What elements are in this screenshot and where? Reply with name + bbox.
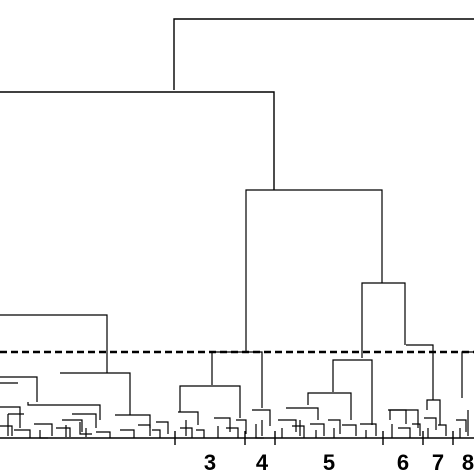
- branch-left-cluster-5: [27, 402, 101, 420]
- leaf-branch: [0, 406, 21, 428]
- cluster-separators: [174, 431, 454, 445]
- leaf-branch: [438, 424, 447, 436]
- leaf-branch: [214, 417, 231, 432]
- cluster-label: 5: [323, 450, 335, 474]
- branch-left-cluster-3: [0, 376, 38, 402]
- leaf-branch: [96, 431, 111, 438]
- branch-level-3: [361, 282, 406, 358]
- root-branch: [173, 18, 474, 90]
- leaf-branch: [388, 409, 407, 424]
- leaf-branch: [72, 413, 97, 428]
- leaf-branch: [412, 423, 421, 436]
- leaf-branch: [178, 411, 199, 425]
- leaf-branch: [138, 424, 151, 436]
- leaf-branch: [62, 419, 83, 432]
- leaf-branch: [255, 424, 264, 439]
- leaf-branch: [56, 427, 71, 437]
- leaf-branch: [424, 417, 437, 430]
- cluster-label: 8: [462, 450, 474, 474]
- cluster-label: 4: [256, 450, 269, 474]
- leaf-branch: [292, 425, 305, 438]
- branch-cluster-3: [179, 385, 241, 418]
- cluster-label: 7: [432, 450, 444, 474]
- cluster-labels: 3 4 5 6 7 8: [204, 450, 474, 474]
- leaf-branch: [360, 423, 377, 436]
- leaf-branch: [156, 421, 169, 434]
- leaf-branch: [342, 424, 357, 436]
- leaf-branch: [236, 419, 247, 434]
- leaf-branch: [196, 429, 205, 438]
- leaf-branch: [34, 423, 53, 436]
- leaf-branch: [120, 429, 135, 438]
- branch-cluster-3-4: [211, 351, 263, 408]
- leaf-branch: [0, 425, 13, 436]
- leaf-branch: [7, 413, 24, 436]
- leaf-branch: [286, 407, 319, 420]
- dendrogram-leaf-branches: [0, 406, 469, 439]
- leaf-branch: [39, 430, 48, 439]
- leaf-branch: [152, 429, 161, 438]
- leaf-branch: [398, 427, 411, 438]
- leaf-branch: [252, 409, 271, 426]
- dendrogram-main-branches: [0, 18, 474, 428]
- leaf-branch: [328, 419, 341, 434]
- branch-cluster-5-sub: [307, 392, 352, 420]
- leaf-branch: [456, 419, 467, 432]
- leaf-branch: [14, 429, 31, 438]
- branch-cluster-7: [426, 399, 441, 425]
- branch-cluster-5: [332, 359, 373, 425]
- leaf-branch: [115, 414, 151, 428]
- branch-cluster-6-7: [406, 344, 434, 400]
- branch-cluster-8: [461, 351, 474, 398]
- branch-left-cluster: [0, 314, 108, 373]
- leaf-branch: [226, 427, 239, 438]
- leaf-branch: [79, 422, 92, 435]
- cluster-label: 6: [397, 450, 409, 474]
- branch-left-cluster-2: [60, 372, 131, 415]
- leaf-branch: [180, 427, 193, 438]
- branch-cluster-6: [389, 409, 419, 428]
- cluster-label: 3: [204, 450, 216, 474]
- leaf-branch: [310, 423, 325, 436]
- branch-level-2: [245, 189, 383, 352]
- branch-level-1: [0, 91, 275, 190]
- leaf-branch: [278, 419, 297, 432]
